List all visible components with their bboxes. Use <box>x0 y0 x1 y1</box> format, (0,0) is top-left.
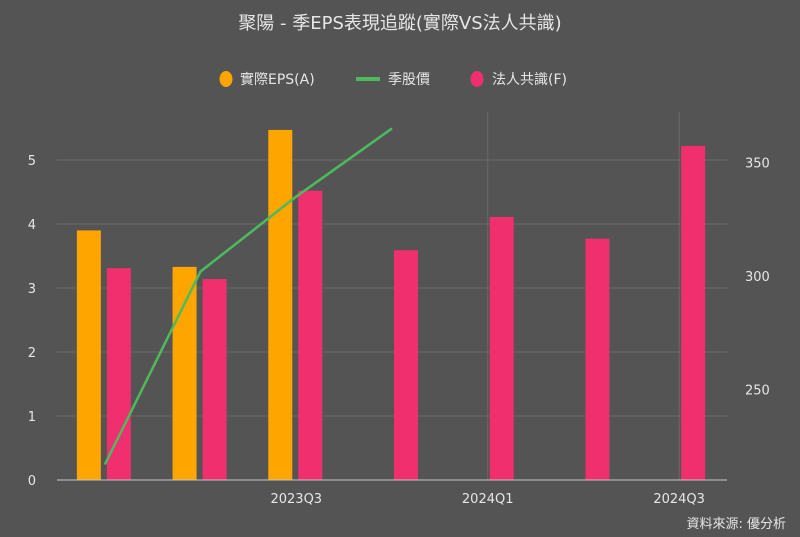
right-tick-label: 250 <box>745 384 770 399</box>
x-tick-label: 2024Q3 <box>653 492 705 507</box>
bar-consensus-eps <box>681 145 706 481</box>
legend-swatch <box>470 71 484 87</box>
legend-label: 實際EPS(A) <box>240 71 315 88</box>
chart-title: 聚陽 - 季EPS表現追蹤(實際VS法人共識) <box>238 13 561 34</box>
legend-label: 法人共識(F) <box>492 72 567 88</box>
source-note: 資料來源: 優分析 <box>686 517 786 532</box>
legend-swatch <box>219 71 233 87</box>
legend-label: 季股價 <box>388 71 430 88</box>
left-tick-label: 4 <box>28 218 36 233</box>
left-tick-label: 3 <box>28 282 36 297</box>
x-tick-label: 2024Q1 <box>462 492 514 507</box>
right-tick-label: 350 <box>745 157 770 172</box>
bar-consensus-eps <box>394 250 418 480</box>
bar-actual-eps <box>76 230 101 480</box>
left-tick-label: 1 <box>28 410 36 425</box>
bar-consensus-eps <box>202 279 227 480</box>
legend-swatch <box>356 77 380 81</box>
bar-consensus-eps <box>106 268 131 480</box>
bar-actual-eps <box>268 129 293 481</box>
bar-consensus-eps <box>298 190 323 480</box>
legend-item-actual[interactable]: 實際EPS(A) <box>219 71 315 88</box>
legend-item-price[interactable]: 季股價 <box>356 71 430 88</box>
bar-actual-eps <box>172 266 197 480</box>
left-tick-label: 0 <box>28 474 36 489</box>
bar-consensus-eps <box>489 216 514 480</box>
left-tick-label: 5 <box>28 154 36 169</box>
left-tick-label: 2 <box>28 346 36 361</box>
legend-item-consensus[interactable]: 法人共識(F) <box>470 71 567 88</box>
right-tick-label: 300 <box>745 270 770 285</box>
price-line <box>103 127 393 465</box>
legend: 實際EPS(A) 季股價 法人共識(F) <box>219 71 567 88</box>
x-tick-label: 2023Q3 <box>270 492 322 507</box>
bar-consensus-eps <box>585 238 610 480</box>
